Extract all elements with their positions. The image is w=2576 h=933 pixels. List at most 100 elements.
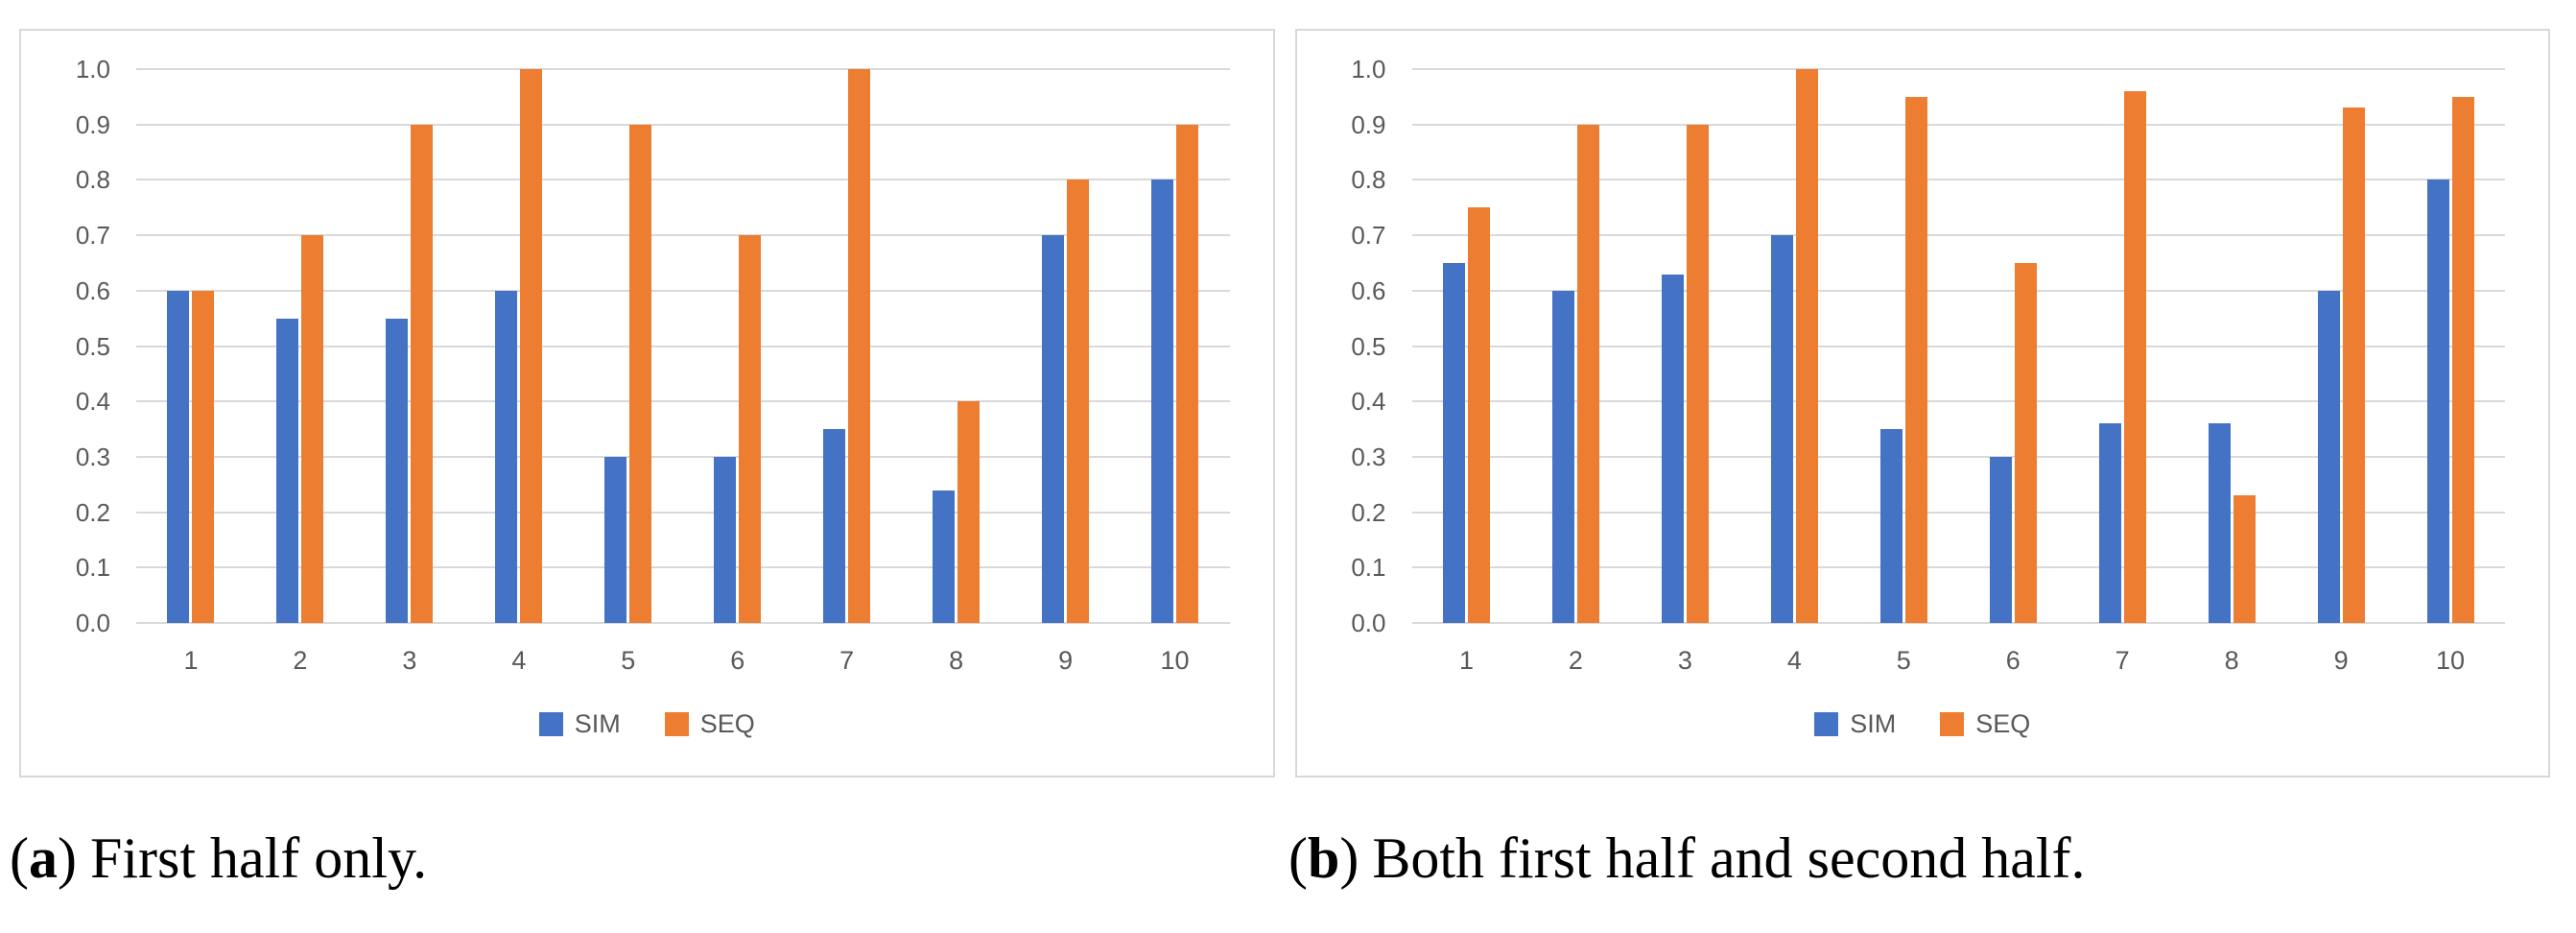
grid-layer: 0.0 0.1 0.2 0.3 0.4 0.5 0.6 0.7 0.8 0.9 1.0 (1351, 55, 2505, 637)
bar-seq-1 (192, 290, 215, 623)
x-tick-label: 4 (511, 646, 527, 675)
bar-seq-7 (2123, 91, 2146, 623)
gridline (1411, 234, 2505, 237)
legend-label: SEQ (1975, 709, 2031, 738)
bar-group-4: 4 (464, 69, 574, 675)
gridline (136, 511, 1230, 514)
y-tick-label: 0.7 (75, 221, 110, 251)
x-tick-label: 6 (730, 646, 745, 675)
x-tick-label: 3 (402, 646, 417, 675)
bar-seq-8 (2233, 495, 2256, 623)
legend-swatch-sim (538, 712, 563, 736)
y-tick-label: 0.3 (75, 442, 110, 471)
legend-item-seq: SEQ (1940, 709, 2030, 739)
y-tick-label: 0.8 (1351, 165, 1386, 195)
bar-sim-2 (1551, 290, 1574, 623)
bar-group-2: 2 (1521, 69, 1630, 675)
bar-seq-1 (1467, 207, 1490, 623)
caption-a-marker: a (28, 826, 58, 890)
bar-seq-5 (629, 124, 652, 623)
caption-b: (b) Both first half and second half. (1288, 825, 2086, 892)
gridline (1411, 68, 2505, 70)
bar-seq-6 (739, 235, 762, 623)
x-tick-label: 8 (949, 646, 964, 675)
bar-seq-10 (1176, 124, 1199, 623)
caption-a: (a) First half only. (10, 825, 1288, 892)
x-tick-label: 5 (1896, 646, 1911, 675)
x-tick-label: 2 (293, 646, 308, 675)
gridline (136, 123, 1230, 126)
bar-group-1: 1 (136, 69, 246, 675)
bar-seq-9 (2342, 108, 2365, 623)
legend-label: SEQ (699, 709, 755, 738)
bar-seq-9 (1067, 179, 1090, 623)
bar-group-10: 10 (2396, 69, 2505, 675)
x-tick-label: 7 (839, 646, 855, 675)
x-tick-label: 2 (1568, 646, 1583, 675)
bar-group-8: 8 (2177, 69, 2286, 675)
y-tick-label: 0.0 (75, 609, 110, 637)
bar-sim-7 (823, 429, 846, 623)
gridline (1411, 566, 2505, 569)
y-tick-label: 0.4 (1351, 387, 1386, 417)
y-tick-label: 0.1 (1351, 553, 1386, 583)
gridline (136, 289, 1230, 292)
gridline (136, 234, 1230, 237)
y-tick-label: 0.2 (1351, 497, 1386, 527)
plot-area: 0.0 0.1 0.2 0.3 0.4 0.5 0.6 0.7 0.8 0.9 1.0 1 2 3 4 5 6… (1351, 55, 2506, 675)
x-tick-label: 5 (621, 646, 636, 675)
legend-swatch-sim (1814, 712, 1839, 736)
x-tick-label: 8 (2224, 646, 2239, 675)
bar-seq-6 (2014, 262, 2037, 623)
x-tick-label: 9 (2333, 646, 2349, 675)
x-tick-label: 9 (1058, 646, 1074, 675)
x-tick-label: 3 (1677, 646, 1692, 675)
bar-sim-4 (495, 290, 518, 623)
bar-seq-4 (520, 69, 543, 623)
bar-seq-3 (1686, 124, 1709, 623)
y-tick-label: 0.9 (1351, 109, 1386, 139)
y-tick-label: 0.0 (1351, 609, 1386, 637)
y-tick-label: 1.0 (1351, 55, 1386, 84)
gridline (136, 455, 1230, 458)
gridline (1411, 179, 2505, 181)
bar-sim-6 (714, 456, 737, 623)
bar-groups: 1 2 3 4 5 6 7 8 9 10 (1412, 69, 2506, 675)
bar-group-8: 8 (902, 69, 1011, 675)
bar-group-10: 10 (1121, 69, 1230, 675)
caption-a-open-paren: ( (10, 826, 29, 890)
x-tick-label: 6 (2005, 646, 2021, 675)
bar-sim-7 (2098, 423, 2121, 623)
bar-sim-2 (276, 318, 299, 623)
y-tick-label: 0.7 (1351, 221, 1386, 251)
x-tick-label: 10 (1160, 646, 1190, 675)
gridline (1411, 511, 2505, 514)
bar-group-3: 3 (1630, 69, 1739, 675)
y-tick-label: 0.2 (75, 497, 110, 527)
bar-group-2: 2 (246, 69, 355, 675)
bar-sim-5 (604, 456, 627, 623)
gridline (136, 622, 1230, 624)
bar-group-5: 5 (1849, 69, 1958, 675)
bar-groups: 1 2 3 4 5 6 7 8 9 10 (136, 69, 1230, 675)
x-tick-label: 7 (2115, 646, 2130, 675)
legend-label: SIM (1850, 709, 1897, 738)
bar-group-6: 6 (683, 69, 792, 675)
caption-b-close-paren: ) (1339, 826, 1359, 890)
chart-panel-a: 0.0 0.1 0.2 0.3 0.4 0.5 0.6 0.7 0.8 0.9 1.0 1 2 3 4 5 6… (19, 29, 1275, 778)
bar-sim-3 (1661, 274, 1684, 623)
y-tick-label: 0.5 (75, 331, 110, 361)
chart-panel-b: 0.0 0.1 0.2 0.3 0.4 0.5 0.6 0.7 0.8 0.9 1.0 1 2 3 4 5 6… (1294, 29, 2550, 778)
captions-row: (a) First half only. (b) Both first half a… (0, 825, 2576, 892)
y-tick-label: 0.6 (1351, 275, 1386, 305)
gridline (136, 566, 1230, 569)
plot-area: 0.0 0.1 0.2 0.3 0.4 0.5 0.6 0.7 0.8 0.9 1.0 1 2 3 4 5 6… (76, 55, 1230, 675)
gridline (1411, 400, 2505, 403)
gridline (1411, 123, 2505, 126)
y-tick-label: 1.0 (75, 55, 110, 84)
bar-group-4: 4 (1739, 69, 1849, 675)
bar-sim-6 (1989, 456, 2012, 623)
bar-group-3: 3 (355, 69, 464, 675)
legend-swatch-seq (664, 712, 689, 736)
